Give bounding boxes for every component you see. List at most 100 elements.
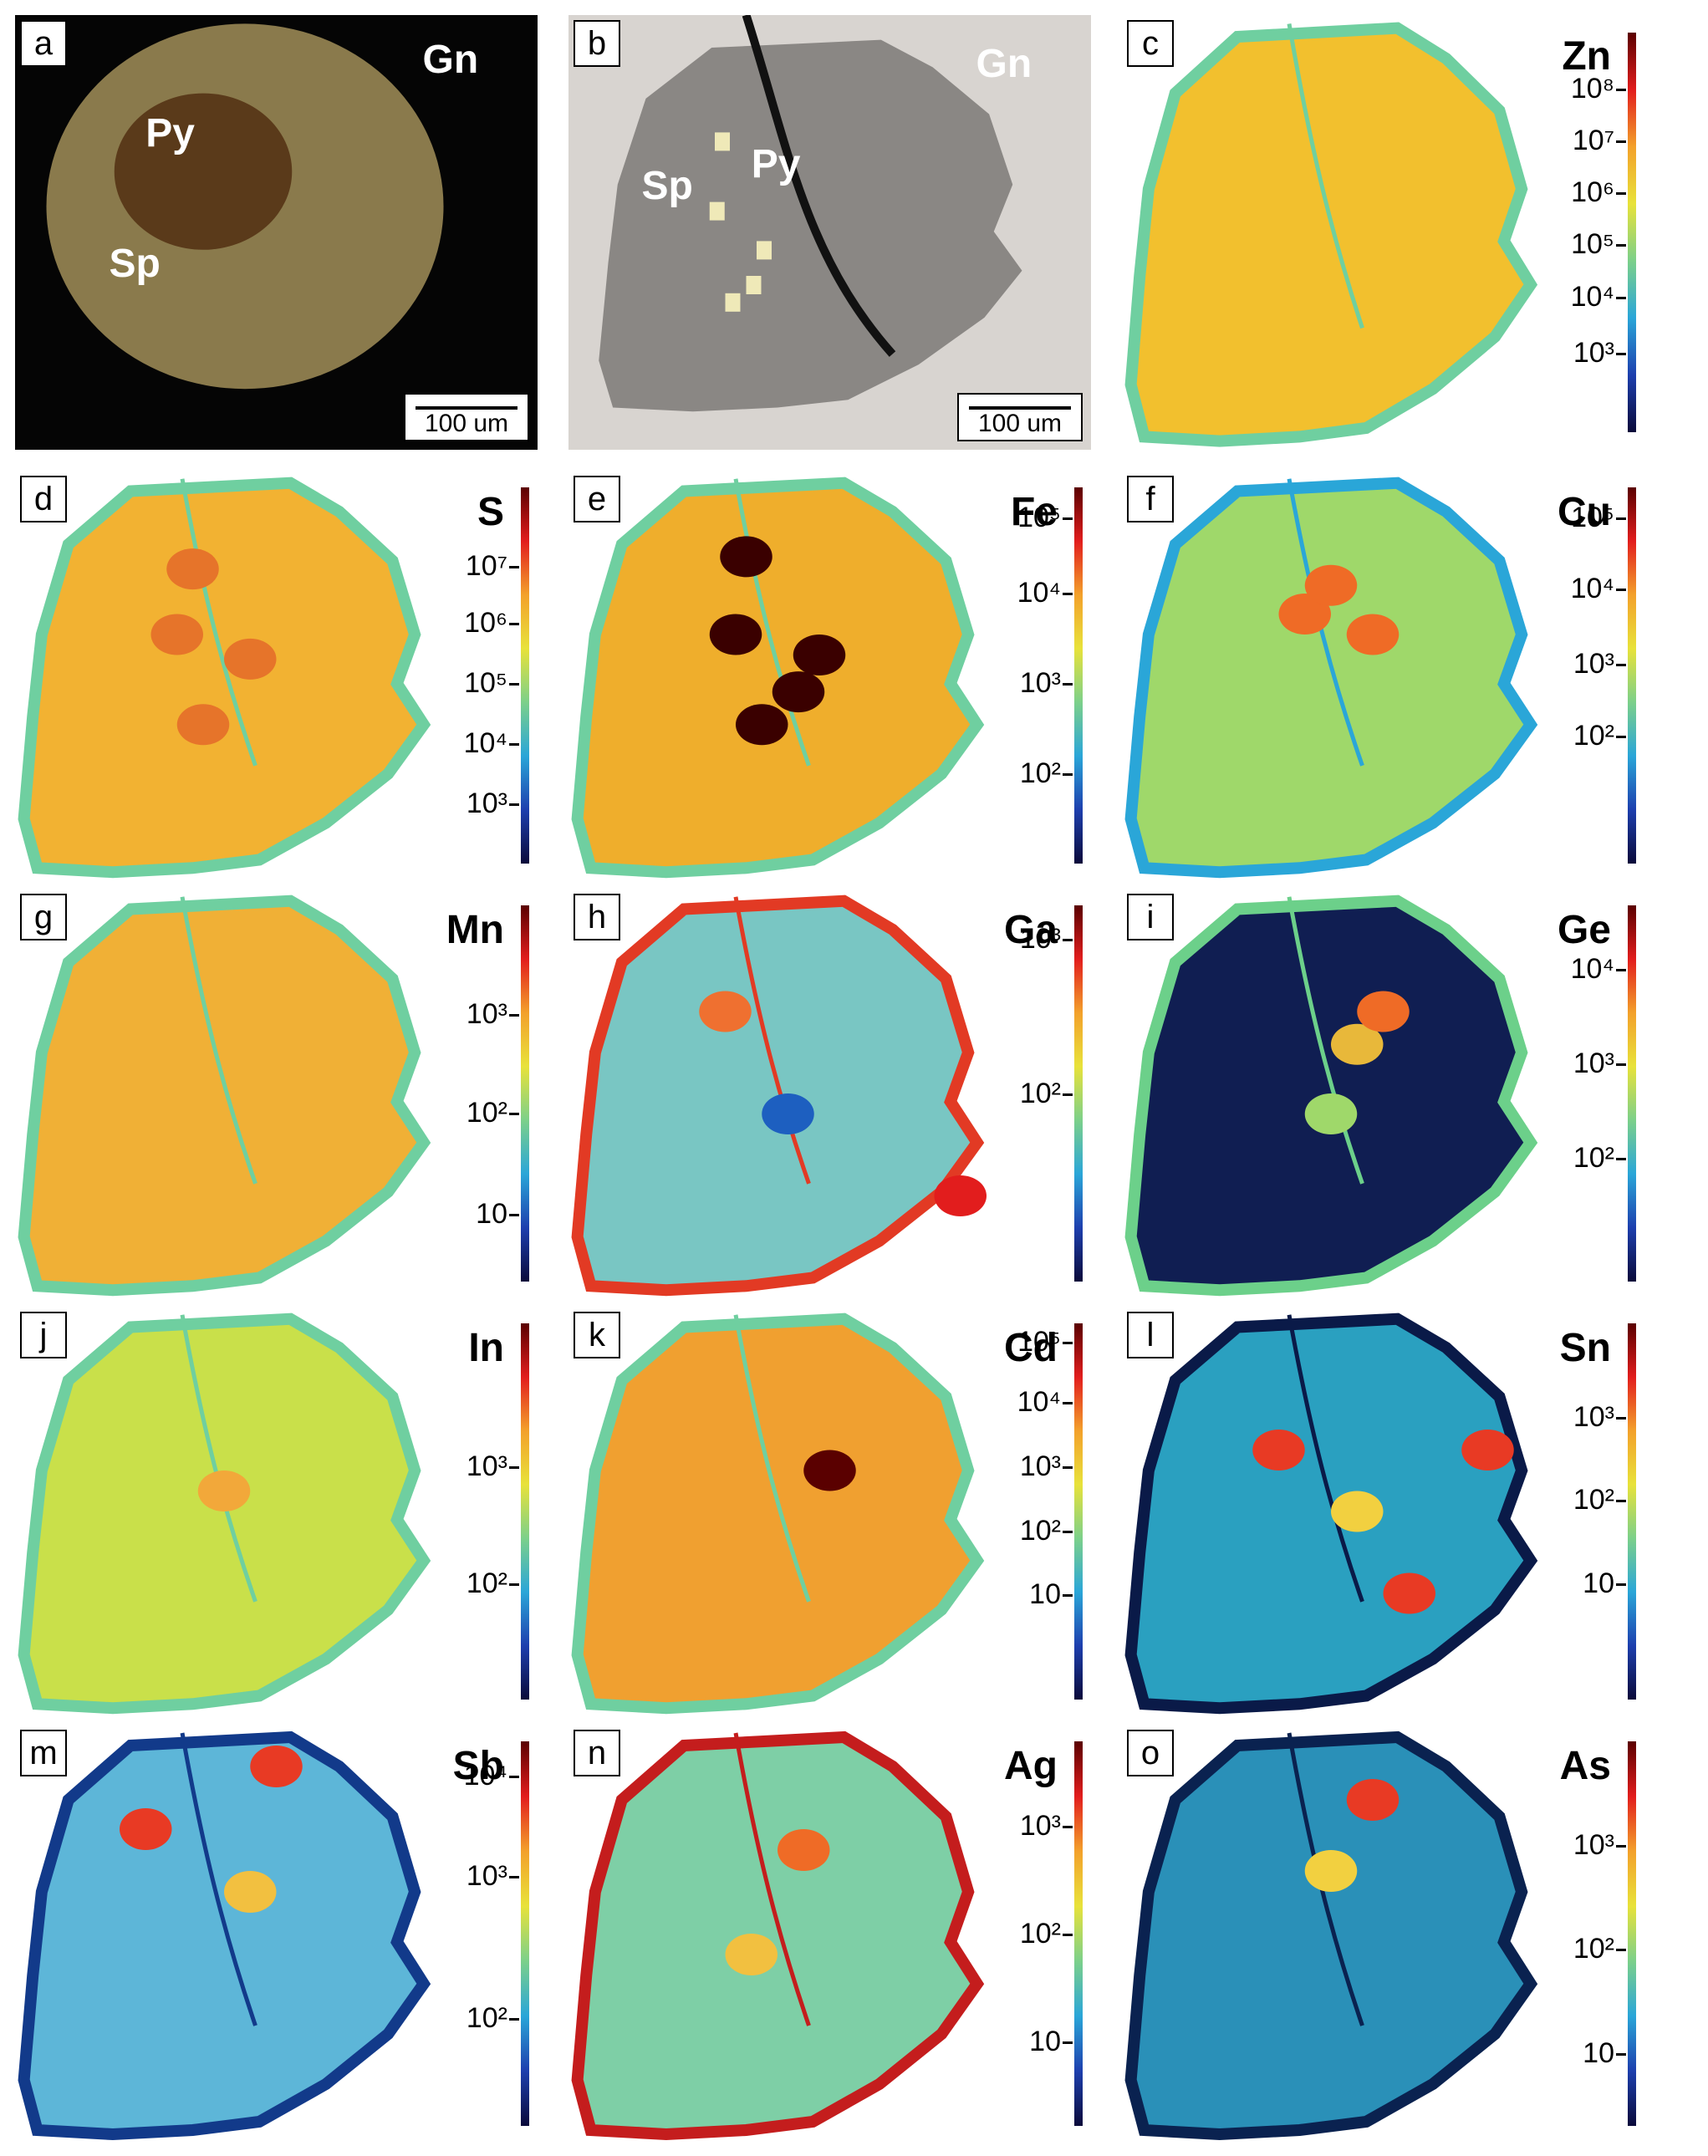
colorbar-tick-label: 10³: [466, 787, 507, 820]
panel-f: f Cu 10⁵ 10⁴ 10³ 10²: [1122, 471, 1644, 880]
colorbar-tick-label: 10³: [1573, 1401, 1614, 1434]
panel-letter: a: [20, 20, 67, 67]
colorbar-tick-label: 10⁷: [1572, 124, 1614, 156]
element-map-grain: [18, 477, 431, 879]
colorbar-tick: [1063, 1342, 1073, 1345]
element-symbol: As: [1559, 1744, 1611, 1788]
concentration-zone: [150, 614, 203, 655]
colorbar: 10³ 10² 10: [1020, 1741, 1083, 2126]
scale-bar-label: 100 um: [977, 410, 1063, 437]
pyrite-grain: [709, 201, 725, 221]
concentration-zone: [176, 704, 230, 746]
colorbar-tick: [1616, 517, 1626, 520]
colorbar-tick: [1063, 2041, 1073, 2044]
colorbar-tick-label: 10³: [466, 1450, 507, 1482]
mineral-label: Gn: [422, 38, 479, 82]
element-symbol: Cd: [1004, 1326, 1058, 1370]
colorbar-tick: [1063, 1826, 1073, 1829]
fracture-trace: [180, 478, 257, 767]
colorbar-tick-label: 10⁵: [1571, 228, 1614, 261]
panel-k: k Cd 10⁵ 10⁴ 10³ 10² 10: [568, 1307, 1091, 1716]
colorbar-tick: [1616, 296, 1626, 299]
scale-bar-label: 100 um: [424, 410, 509, 437]
concentration-zone: [709, 614, 762, 655]
colorbar: 10⁵ 10⁴ 10³ 10²: [1017, 487, 1083, 864]
fracture-trace: [1287, 23, 1364, 329]
scale-bar-line: [969, 406, 1071, 410]
mineral-label: Sp: [641, 163, 693, 208]
panel-a: a Gn Py Sp 100 um: [15, 15, 538, 450]
colorbar-tick-label: 10²: [1573, 1933, 1614, 1965]
element-symbol: S: [477, 490, 504, 534]
concentration-zone: [250, 1746, 303, 1787]
concentration-zone: [1304, 1850, 1358, 1892]
panel-letter: o: [1127, 1730, 1174, 1776]
pyrite-grain: [725, 293, 741, 312]
colorbar-tick-label: 10³: [1019, 667, 1061, 699]
colorbar: 10³ 10² 10: [467, 905, 529, 1282]
panel-f-image: [1124, 477, 1538, 879]
panel-g: g Mn 10³ 10² 10: [15, 889, 538, 1298]
concentration-zone: [1461, 1430, 1514, 1470]
colorbar-tick-label: 10³: [1573, 648, 1614, 680]
colorbar-tick-label: 10⁵: [1017, 1326, 1061, 1358]
panel-l-image: [1124, 1312, 1538, 1715]
panel-letter: g: [20, 894, 67, 940]
colorbar: 10⁴ 10³ 10²: [1571, 905, 1636, 1282]
colorbar-tick-label: 10⁸: [1570, 72, 1614, 104]
panel-letter: d: [20, 476, 67, 522]
colorbar-tick-label: 10³: [1019, 1810, 1061, 1843]
fracture-trace: [1287, 478, 1364, 767]
concentration-zone: [720, 536, 772, 578]
panel-a-image: [15, 15, 538, 450]
fracture-trace: [1287, 1314, 1364, 1603]
concentration-zone: [1304, 1093, 1358, 1134]
colorbar-tick-label: 10⁴: [1570, 280, 1614, 313]
concentration-zone: [120, 1808, 172, 1850]
element-map-grain: [571, 1312, 985, 1715]
colorbar-tick-label: 10²: [1573, 1141, 1614, 1174]
colorbar-tick-label: 10⁵: [1017, 501, 1061, 533]
element-symbol: Ga: [1003, 908, 1058, 952]
panel-b: b Gn Sp Py 100 um: [568, 15, 1091, 450]
colorbar-tick: [1616, 192, 1626, 196]
colorbar-tick: [509, 1112, 519, 1115]
colorbar-tick: [509, 1465, 519, 1469]
panel-m-image: [18, 1730, 431, 2141]
colorbar-tick: [1063, 1402, 1073, 1405]
colorbar: 10⁵ 10⁴ 10³ 10² 10: [1017, 1323, 1083, 1700]
colorbar-tick: [509, 566, 519, 569]
colorbar-tick: [509, 1876, 519, 1878]
concentration-zone: [772, 671, 825, 713]
panel-m: m Sb 10⁴ 10³ 10²: [15, 1725, 538, 2143]
element-map-grain: [1124, 1312, 1538, 1715]
colorbar-tick-label: 10⁴: [1017, 1386, 1061, 1419]
panel-c: c Zn 10⁸ 10⁷ 10⁶ 10⁵ 10⁴ 10³: [1122, 15, 1644, 450]
colorbar-tick: [1616, 1417, 1626, 1420]
colorbar-tick: [509, 683, 519, 686]
colorbar-tick-label: 10: [1029, 1578, 1061, 1611]
concentration-zone: [793, 635, 846, 675]
fracture-trace: [733, 478, 811, 767]
panel-letter: n: [574, 1730, 620, 1776]
panel-h: h Ga 10³ 10²: [568, 889, 1091, 1298]
colorbar-tick: [1063, 1594, 1073, 1598]
element-symbol: Ag: [1004, 1744, 1058, 1788]
colorbar-tick-label: 10³: [1573, 1047, 1614, 1079]
concentration-zone: [1304, 564, 1358, 606]
colorbar-tick: [1063, 1934, 1073, 1936]
concentration-zone: [1278, 594, 1331, 635]
mineral-label: Sp: [109, 242, 161, 287]
colorbar-tick: [1616, 88, 1626, 91]
concentration-zone: [762, 1093, 814, 1134]
colorbar: 10³ 10² 10: [1573, 1741, 1636, 2126]
concentration-zone: [1346, 614, 1400, 655]
panel-letter: b: [574, 20, 620, 67]
element-map-grain: [18, 1730, 431, 2141]
fracture-trace: [180, 1314, 257, 1603]
colorbar-tick-label: 10²: [466, 1096, 507, 1129]
colorbar-tick-label: 10⁴: [1570, 573, 1614, 605]
concentration-zone: [166, 548, 219, 590]
panel-b-image: [568, 15, 1091, 450]
concentration-zone: [778, 1829, 830, 1871]
